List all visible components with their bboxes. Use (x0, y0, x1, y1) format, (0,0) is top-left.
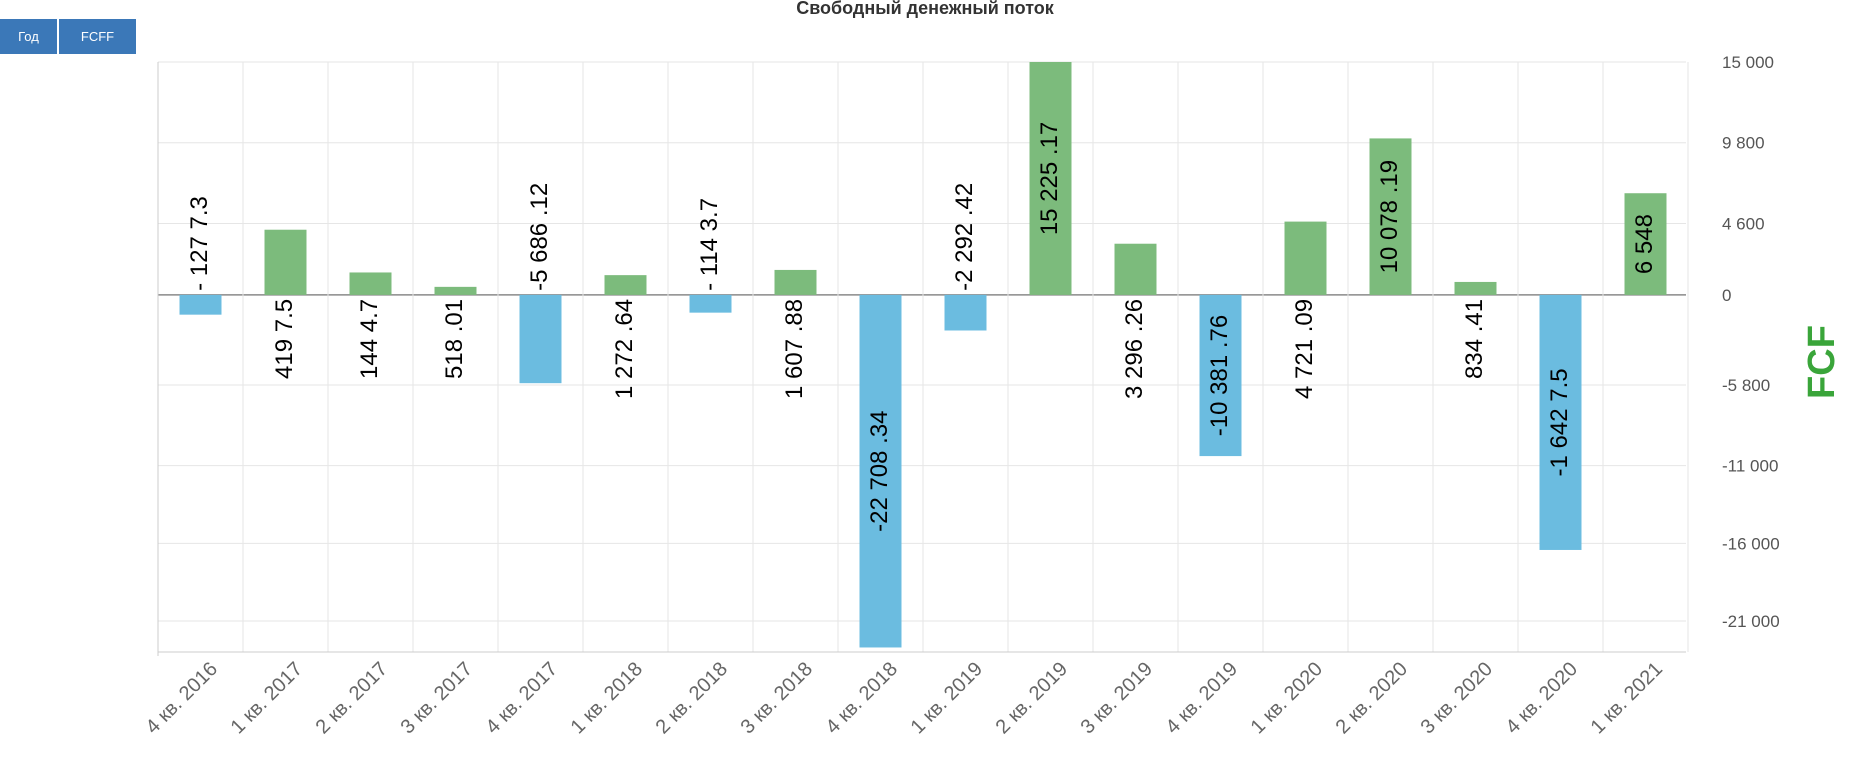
x-tick-label: 4 кв. 2020 (1502, 658, 1582, 738)
y-tick-label: -11 000 (1722, 457, 1778, 476)
x-tick-label: 4 кв. 2018 (822, 658, 902, 738)
bar (1114, 243, 1157, 295)
x-tick-label: 3 кв. 2019 (1077, 658, 1157, 738)
data-label: -10 381 .76 (1206, 315, 1233, 436)
bar (1199, 294, 1242, 457)
period-year-button[interactable]: Год (0, 19, 57, 54)
chart-title: Свободный денежный поток (796, 0, 1055, 18)
data-label: 10 078 .19 (1376, 160, 1403, 273)
data-label: 144 4.7 (356, 299, 383, 379)
data-label: 4 721 .09 (1291, 299, 1318, 399)
data-label: 1 607 .88 (781, 299, 808, 399)
data-label: 1 272 .64 (611, 299, 638, 399)
y-tick-label: -5 800 (1722, 376, 1770, 395)
bar (1624, 193, 1667, 295)
metric-fcff-button[interactable]: FCFF (59, 19, 136, 54)
bar (774, 269, 817, 295)
y-tick-label: 9 800 (1722, 134, 1765, 153)
y-tick-label: 15 000 (1722, 53, 1774, 72)
bar (1029, 62, 1072, 295)
bar (1539, 294, 1582, 550)
data-label: 15 225 .17 (1036, 122, 1063, 235)
data-label: 6 548 (1631, 214, 1658, 274)
bar (349, 272, 392, 295)
y-tick-label: 0 (1722, 286, 1731, 305)
grid-lines (157, 61, 1689, 656)
x-tick-label: 4 кв. 2016 (142, 658, 222, 738)
x-tick-label: 3 кв. 2017 (397, 658, 477, 738)
x-tick-label: 4 кв. 2017 (482, 658, 562, 738)
bar (434, 286, 477, 295)
x-tick-label: 2 кв. 2020 (1332, 658, 1412, 738)
data-label: -22 708 .34 (866, 410, 893, 531)
x-tick-label: 1 кв. 2017 (227, 658, 307, 738)
bar (179, 294, 222, 315)
x-tick-label: 4 кв. 2019 (1162, 658, 1242, 738)
bar (944, 294, 987, 331)
x-tick-label: 1 кв. 2020 (1247, 658, 1327, 738)
y-axis-label: FCF (1801, 325, 1843, 399)
data-label: - 114 3.7 (696, 198, 723, 291)
data-label: 834 .41 (1461, 299, 1488, 379)
data-labels: - 127 7.3 419 7.5 144 4.7 518 .01 -5 686 .12… (186, 122, 1658, 532)
x-tick-label: 2 кв. 2018 (652, 658, 732, 738)
x-axis-ticks: 4 кв. 2016 1 кв. 2017 2 кв. 2017 3 кв. 2017… (142, 658, 1667, 738)
x-tick-label: 2 кв. 2017 (312, 658, 392, 738)
bars (179, 62, 1667, 648)
y-tick-label: -16 000 (1722, 534, 1780, 553)
x-tick-label: 1 кв. 2019 (907, 658, 987, 738)
bar (264, 229, 307, 295)
x-tick-label: 3 кв. 2020 (1417, 658, 1497, 738)
bar (689, 294, 732, 313)
data-label: - 127 7.3 (186, 196, 213, 291)
x-tick-label: 3 кв. 2018 (737, 658, 817, 738)
data-label: 518 .01 (441, 299, 468, 379)
bar (604, 275, 647, 295)
x-tick-label: 2 кв. 2019 (992, 658, 1072, 738)
y-tick-label: -21 000 (1722, 612, 1780, 631)
y-tick-label: 4 600 (1722, 214, 1765, 233)
data-label: -5 686 .12 (526, 183, 553, 291)
bar (859, 294, 902, 648)
bar (1369, 138, 1412, 295)
data-label: -2 292 .42 (951, 183, 978, 291)
y-axis-ticks: 15 000 9 800 4 600 0 -5 800 -11 000 -16 000 -21… (1722, 53, 1780, 631)
data-label: 3 296 .26 (1121, 299, 1148, 399)
x-tick-label: 1 кв. 2018 (567, 658, 647, 738)
x-tick-label: 1 кв. 2021 (1587, 658, 1667, 738)
bar (1454, 281, 1497, 295)
data-label: -1 642 7.5 (1546, 368, 1573, 476)
bar (519, 294, 562, 384)
bar (1284, 221, 1327, 295)
data-label: 419 7.5 (271, 299, 298, 379)
